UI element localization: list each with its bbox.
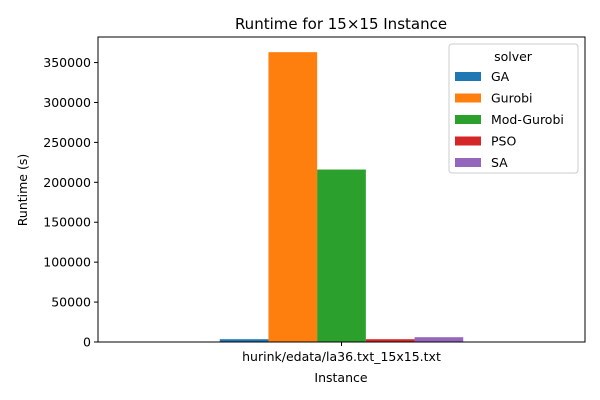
bar-pso — [365, 339, 415, 342]
x-tick-label: hurink/edata/la36.txt_15x15.txt — [242, 349, 441, 364]
y-axis: 0 50000 100000 150000 200000 250000 300000 3500… — [43, 55, 98, 350]
y-tick-label: 350000 — [43, 55, 91, 70]
legend-frame — [448, 43, 579, 174]
y-tick-label: 50000 — [51, 295, 91, 310]
legend-label-ga: GA — [491, 69, 510, 84]
legend-label-pso: PSO — [491, 134, 516, 149]
bar-gurobi — [268, 52, 318, 343]
y-tick-label: 300000 — [43, 95, 91, 110]
x-axis: hurink/edata/la36.txt_15x15.txt — [242, 342, 441, 364]
legend-label-gurobi: Gurobi — [491, 91, 533, 106]
legend-label-mod-gurobi: Mod-Gurobi — [491, 112, 564, 127]
bar-ga — [219, 339, 269, 342]
legend-swatch-pso — [455, 136, 481, 146]
x-axis-label: Instance — [314, 370, 367, 385]
y-tick-label: 250000 — [43, 135, 91, 150]
legend-title: solver — [494, 49, 533, 64]
legend-swatch-gurobi — [455, 93, 481, 103]
y-axis-label: Runtime (s) — [15, 154, 30, 226]
bar-sa — [414, 337, 464, 342]
bar-mod-gurobi — [317, 169, 366, 342]
legend-swatch-mod-gurobi — [455, 115, 481, 124]
legend-swatch-sa — [455, 158, 481, 167]
y-tick-label: 100000 — [43, 255, 91, 270]
legend-items: GA Gurobi Mod-Gurobi PSO SA — [455, 69, 564, 170]
y-tick-label: 0 — [83, 335, 91, 350]
y-tick-label: 200000 — [43, 175, 91, 190]
plot-area — [97, 36, 586, 343]
legend-label-sa: SA — [491, 155, 508, 170]
bars — [219, 52, 464, 343]
legend: solver GA Gurobi Mod-Gurobi PSO SA — [448, 43, 579, 174]
legend-swatch-ga — [455, 72, 481, 81]
y-tick-label: 150000 — [43, 215, 91, 230]
chart-title: Runtime for 15×15 Instance — [235, 15, 447, 33]
